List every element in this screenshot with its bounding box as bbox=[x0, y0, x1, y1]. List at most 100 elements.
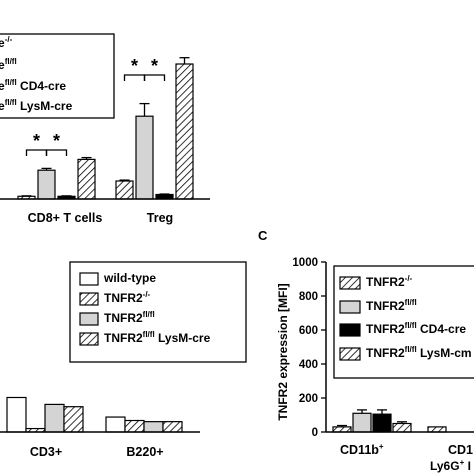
bl-legend-entry: TNFR2fl/fl bbox=[104, 310, 155, 325]
top-legend-entry: efl/fl LysM-cre bbox=[0, 98, 73, 113]
bar bbox=[143, 421, 164, 433]
bar bbox=[37, 169, 56, 200]
top-panel: e-/- efl/fl efl/fl CD4-cre efl/fl LysM-c… bbox=[0, 33, 210, 225]
x-sub-sup: + bbox=[460, 458, 465, 467]
legend-swatch bbox=[339, 347, 361, 361]
bar bbox=[6, 396, 27, 433]
legend-swatch bbox=[339, 300, 361, 314]
bar bbox=[105, 416, 126, 433]
c-legend-entry: TNFR2-/- bbox=[366, 274, 413, 289]
top-legend-entry-sup: fl/fl bbox=[5, 57, 17, 66]
bl-legend-post: LysM-cre bbox=[158, 331, 211, 345]
x-tick-label: Treg bbox=[147, 211, 173, 225]
x-tick-label: CD8+ T cells bbox=[28, 211, 103, 225]
c-legend: TNFR2-/- TNFR2fl/fl TNFR2fl/fl CD4-cre T… bbox=[366, 274, 472, 360]
significance-star: * bbox=[151, 56, 158, 76]
bar bbox=[135, 115, 154, 200]
bl-legend-swatches bbox=[79, 272, 99, 346]
c-legend-sup: -/- bbox=[405, 274, 413, 283]
x-tick-text: CD11b bbox=[340, 443, 379, 457]
top-legend-entry-post: CD4-cre bbox=[20, 79, 66, 93]
bl-legend-entry: wild-type bbox=[103, 271, 156, 285]
bottom-left-panel: wild-type TNFR2-/- TNFR2fl/fl TNFR2fl/fl… bbox=[0, 261, 247, 459]
bl-legend-entry: TNFR2-/- bbox=[104, 290, 151, 305]
y-tick-label: 400 bbox=[299, 359, 318, 371]
bar bbox=[352, 412, 372, 433]
c-legend-sup: fl/fl bbox=[405, 321, 417, 330]
x-tick-text: CD1 bbox=[448, 443, 473, 457]
bl-legend-sup: -/- bbox=[143, 290, 151, 299]
y-tick-label: 200 bbox=[299, 393, 318, 405]
bar bbox=[77, 158, 96, 200]
legend-swatch bbox=[79, 332, 99, 346]
significance-star: * bbox=[33, 131, 40, 151]
bar bbox=[162, 421, 183, 433]
bar bbox=[115, 180, 134, 200]
x-sub-label: Ly6G+ I bbox=[430, 458, 471, 473]
x-sub-post: I bbox=[468, 459, 471, 473]
c-y-axis: 0 200 400 600 800 1000 bbox=[292, 257, 327, 439]
legend-swatch bbox=[79, 272, 99, 286]
significance-star: * bbox=[53, 131, 60, 151]
top-legend-entry: efl/fl CD4-cre bbox=[0, 78, 66, 93]
x-tick-label: CD11b+ bbox=[340, 442, 384, 457]
bar bbox=[392, 422, 412, 433]
c-legend-entry: TNFR2fl/fl bbox=[366, 298, 417, 313]
panel-c: C TNFR2 expression [MFI] 0 200 400 600 800 10… bbox=[258, 228, 474, 473]
y-axis-label: TNFR2 expression [MFI] bbox=[276, 283, 290, 420]
c-legend-name: TNFR2 bbox=[366, 275, 405, 289]
legend-swatch bbox=[79, 292, 99, 306]
y-tick-label: 600 bbox=[299, 325, 318, 337]
c-legend-sup: fl/fl bbox=[405, 298, 417, 307]
bl-legend-sup: fl/fl bbox=[143, 310, 155, 319]
bl-legend-name: TNFR2 bbox=[104, 311, 143, 325]
c-legend-post: LysM-cm bbox=[420, 346, 472, 360]
c-legend-entry: TNFR2fl/fl CD4-cre bbox=[366, 321, 466, 336]
y-tick-label: 0 bbox=[312, 427, 318, 439]
bar bbox=[175, 63, 194, 200]
significance-bracket bbox=[45, 149, 68, 156]
legend-swatch bbox=[339, 276, 361, 290]
y-tick-label: 1000 bbox=[292, 257, 318, 269]
top-legend-entry-post: LysM-cre bbox=[20, 99, 73, 113]
bl-legend: wild-type TNFR2-/- TNFR2fl/fl TNFR2fl/fl… bbox=[103, 271, 211, 345]
bar bbox=[124, 419, 145, 433]
legend-swatch bbox=[339, 323, 361, 337]
bar bbox=[63, 406, 84, 433]
top-legend-entry: e-/- bbox=[0, 35, 13, 50]
c-legend-name: TNFR2 bbox=[366, 299, 405, 313]
c-legend-post: CD4-cre bbox=[420, 322, 466, 336]
x-sub-text: Ly6G bbox=[430, 459, 460, 473]
top-legend: e-/- efl/fl efl/fl CD4-cre efl/fl LysM-c… bbox=[0, 35, 73, 113]
top-legend-entry-sup: fl/fl bbox=[5, 78, 17, 87]
top-bars: * * * * bbox=[17, 56, 194, 200]
bar bbox=[44, 403, 65, 433]
bl-legend-name: wild-type bbox=[103, 271, 156, 285]
c-legend-name: TNFR2 bbox=[366, 322, 405, 336]
bar bbox=[427, 426, 447, 433]
x-tick-label: CD1 bbox=[448, 443, 473, 457]
legend-swatch bbox=[79, 312, 99, 326]
significance-star: * bbox=[131, 56, 138, 76]
bl-legend-sup: fl/fl bbox=[143, 330, 155, 339]
bar bbox=[372, 413, 392, 433]
x-tick-sup: + bbox=[379, 442, 384, 451]
top-legend-box bbox=[0, 33, 115, 119]
top-legend-entry: efl/fl bbox=[0, 57, 17, 72]
c-legend-name: TNFR2 bbox=[366, 346, 405, 360]
bl-legend-name: TNFR2 bbox=[104, 291, 143, 305]
bl-legend-name: TNFR2 bbox=[104, 331, 143, 345]
x-tick-label: CD3+ bbox=[30, 445, 62, 459]
significance-bracket bbox=[143, 74, 166, 81]
y-tick-label: 800 bbox=[299, 291, 318, 303]
panel-label: C bbox=[258, 228, 268, 243]
bar bbox=[332, 426, 352, 433]
bl-legend-box bbox=[69, 261, 247, 363]
bl-legend-entry: TNFR2fl/fl LysM-cre bbox=[104, 330, 211, 345]
bl-bars bbox=[6, 396, 183, 433]
c-legend-entry: TNFR2fl/fl LysM-cm bbox=[366, 345, 472, 360]
c-legend-sup: fl/fl bbox=[405, 345, 417, 354]
c-bars bbox=[332, 409, 447, 433]
top-legend-entry-sup: fl/fl bbox=[5, 98, 17, 107]
